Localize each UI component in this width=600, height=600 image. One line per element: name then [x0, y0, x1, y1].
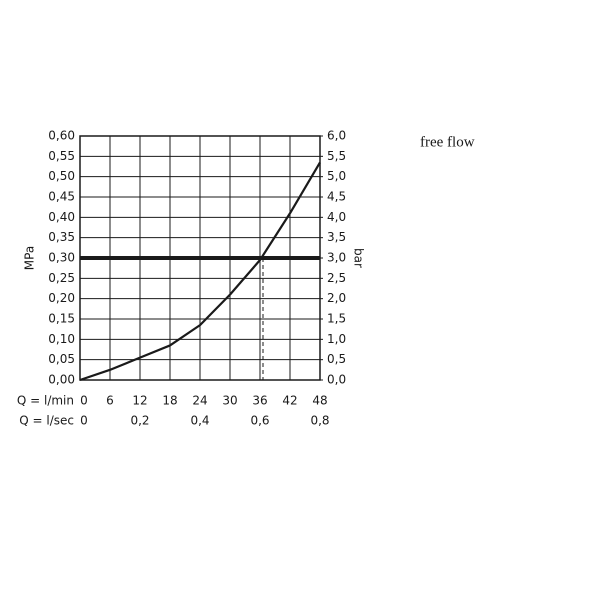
y-tick-label: 0,10: [48, 332, 75, 346]
x-tick-label: 24: [192, 394, 207, 408]
y2-tick-label: 5,5: [327, 149, 346, 163]
y2-tick-label: 1,0: [327, 332, 346, 346]
y-tick-label: 0,20: [48, 291, 75, 305]
x-axis-label: Q = l/min: [17, 394, 74, 408]
x-tick-label: 30: [222, 394, 237, 408]
x2-axis-label: Q = l/sec: [19, 414, 74, 428]
x2-tick-label: 0: [80, 414, 88, 428]
x2-tick-label: 0,8: [310, 414, 329, 428]
x-tick-label: 6: [106, 394, 114, 408]
x-tick-label: 36: [252, 394, 267, 408]
x-tick-label: 0: [80, 394, 88, 408]
x2-tick-label: 0,4: [190, 414, 209, 428]
y-tick-label: 0,40: [48, 210, 75, 224]
x2-tick-label: 0,6: [250, 414, 269, 428]
x-tick-label: 48: [312, 394, 327, 408]
y-tick-label: 0,50: [48, 169, 75, 183]
y2-tick-label: 4,5: [327, 190, 346, 204]
y-axis-label: MPa: [23, 246, 37, 270]
y2-tick-label: 0,5: [327, 352, 346, 366]
x2-tick-label: 0,2: [130, 414, 149, 428]
x-tick-label: 18: [162, 394, 177, 408]
y-tick-label: 0,60: [48, 129, 75, 143]
curve: [79, 161, 321, 382]
annotation: free flow: [420, 134, 475, 150]
y-tick-label: 0,30: [48, 251, 75, 265]
x-tick-label: 42: [282, 394, 297, 408]
y-tick-label: 0,00: [48, 373, 75, 387]
y-tick-label: 0,15: [48, 312, 75, 326]
y-tick-label: 0,05: [48, 352, 75, 366]
y2-tick-label: 3,0: [327, 251, 346, 265]
y-tick-label: 0,45: [48, 190, 75, 204]
y2-tick-label: 1,5: [327, 312, 346, 326]
y2-tick-label: 0,0: [327, 373, 346, 387]
y-tick-label: 0,35: [48, 230, 75, 244]
y2-tick-label: 4,0: [327, 210, 346, 224]
y2-tick-label: 6,0: [327, 129, 346, 143]
y2-axis-label: bar: [352, 248, 366, 268]
y2-tick-label: 2,0: [327, 291, 346, 305]
x-tick-label: 12: [132, 394, 147, 408]
y-tick-label: 0,55: [48, 149, 75, 163]
y2-tick-label: 3,5: [327, 230, 346, 244]
y2-tick-label: 5,0: [327, 169, 346, 183]
y2-tick-label: 2,5: [327, 271, 346, 285]
y-tick-label: 0,25: [48, 271, 75, 285]
